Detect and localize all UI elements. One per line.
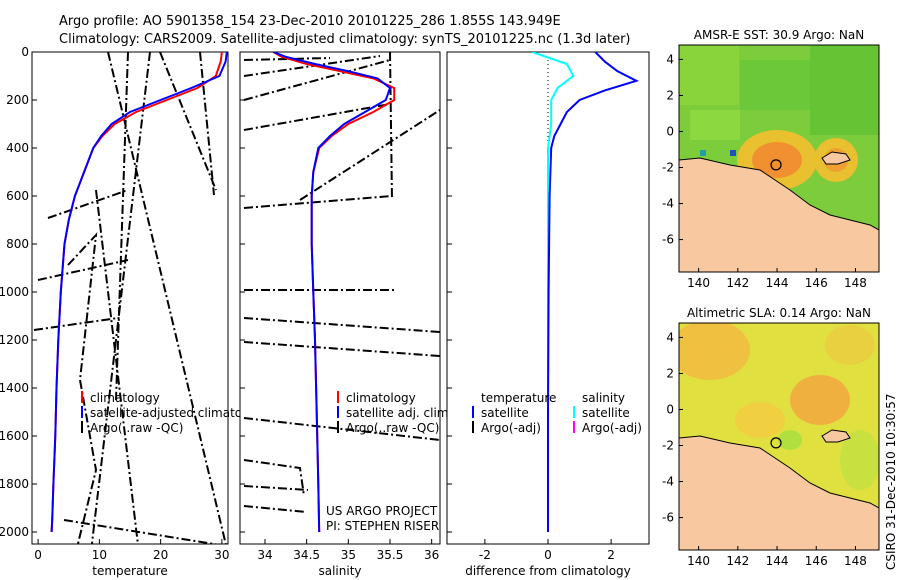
sla-argo-location-marker	[770, 437, 782, 449]
salinity-xtick-label: 34	[257, 548, 272, 562]
salinity-xlabel: salinity	[318, 564, 361, 578]
sla-map-frame	[678, 322, 880, 551]
sla-map-panel: Altimetric SLA: 0.14 Argo: NaN 140 142 144…	[662, 306, 880, 568]
sla-map-ytick-label: -6	[662, 511, 674, 525]
difference-legend: temperature salinity satellite Argo(-adj…	[472, 391, 642, 435]
difference-xtick-label: -2	[479, 548, 491, 562]
salinity-legend-satellite: satellite adj. clim.	[346, 406, 452, 420]
salinity-xtick-label: 35	[341, 548, 356, 562]
sla-map-xtick-label: 142	[726, 554, 749, 568]
salinity-axes-frame	[239, 51, 441, 545]
difference-temperature-satellite-line	[547, 52, 640, 532]
sla-map-ytick-label: 4	[666, 330, 674, 344]
temperature-argo-raw-lines	[33, 52, 227, 544]
depth-ytick-label: 600	[6, 189, 29, 203]
difference-xtick-label: 2	[607, 548, 615, 562]
sla-map-xtick-label: 146	[805, 554, 828, 568]
difference-legend-temperature-title: temperature	[481, 391, 556, 405]
sla-map-ytick-label: -2	[662, 439, 674, 453]
depth-ytick-label: 0	[21, 45, 29, 59]
salinity-xtick-label: 34.5	[293, 548, 320, 562]
depth-ytick-label: 1400	[0, 381, 29, 395]
sst-map-xtick-label: 142	[726, 276, 749, 290]
temperature-panel: 0 200 400 600 800 1000 1200 1400 1600 1800 2000 0 1…	[0, 45, 260, 578]
temperature-xtick-label: 30	[214, 548, 229, 562]
difference-legend-sal-argo: Argo(-adj)	[582, 421, 642, 435]
sst-map-ytick-label: -4	[662, 197, 674, 211]
difference-salinity-satellite-line	[531, 52, 575, 532]
pi-annotation: PI: STEPHEN RISER	[326, 519, 439, 533]
difference-legend-salinity-title: salinity	[582, 391, 625, 405]
temperature-legend-argo: Argo(..raw -QC)	[90, 421, 183, 435]
sla-map-xtick-label: 144	[766, 554, 789, 568]
temperature-xtick-label: 10	[92, 548, 107, 562]
difference-xtick-label: 0	[544, 548, 552, 562]
salinity-legend: climatology satellite adj. clim. Argo(..…	[337, 391, 452, 435]
sla-map-xtick-label: 140	[687, 554, 710, 568]
sst-map-ytick-label: 4	[666, 52, 674, 66]
sla-map-xtick-label: 148	[844, 554, 867, 568]
sla-map-ytick-label: 0	[666, 402, 674, 416]
difference-panel: -2 0 2 difference from climatology tempera…	[446, 51, 650, 578]
sla-map-image	[679, 323, 879, 550]
depth-ytick-label: 1600	[0, 429, 29, 443]
difference-xlabel: difference from climatology	[465, 564, 631, 578]
sst-map-xtick-label: 146	[805, 276, 828, 290]
sla-map-land	[679, 436, 879, 550]
depth-ytick-label: 400	[6, 141, 29, 155]
depth-ytick-label: 1800	[0, 477, 29, 491]
sla-map-ytick-label: 2	[666, 366, 674, 380]
sst-map-frame	[678, 44, 880, 273]
depth-ytick-label: 1000	[0, 285, 29, 299]
sst-map-land	[679, 158, 879, 272]
salinity-xtick-label: 36	[424, 548, 439, 562]
depth-ytick-label: 800	[6, 237, 29, 251]
salinity-xtick-label: 35.5	[377, 548, 404, 562]
temperature-satellite-line	[50, 52, 228, 533]
difference-legend-sal-satellite: satellite	[582, 406, 630, 420]
temperature-legend-satellite: satellite-adjusted climatolog	[90, 406, 260, 420]
sst-map-ytick-label: 0	[666, 124, 674, 138]
depth-ytick-label: 1200	[0, 333, 29, 347]
sst-map-ytick-label: -2	[662, 161, 674, 175]
csiro-timestamp-label: CSIRO 31-Dec-2010 10:30:57	[884, 393, 898, 570]
salinity-legend-argo: Argo(..raw -QC)	[346, 421, 439, 435]
temperature-xtick-label: 0	[34, 548, 42, 562]
sst-map-panel: AMSR-E SST: 30.9 Argo: NaN 140 142 144 146 1…	[662, 28, 880, 290]
temperature-xlabel: temperature	[92, 564, 167, 578]
sst-map-ytick-label: -6	[662, 233, 674, 247]
project-annotation: US ARGO PROJECT	[326, 504, 438, 518]
sst-map-title: AMSR-E SST: 30.9 Argo: NaN	[694, 28, 864, 42]
sst-argo-location-marker	[770, 159, 782, 171]
sla-map-title: Altimetric SLA: 0.14 Argo: NaN	[687, 306, 871, 320]
temperature-axes-frame	[31, 51, 229, 545]
sst-map-xtick-label: 144	[766, 276, 789, 290]
sst-map-xtick-label: 140	[687, 276, 710, 290]
difference-legend-temp-satellite: satellite	[481, 406, 529, 420]
temperature-legend: climatology satellite-adjusted climatolo…	[81, 391, 260, 435]
temperature-xtick-label: 20	[153, 548, 168, 562]
temperature-legend-climatology: climatology	[90, 391, 160, 405]
difference-legend-temp-argo: Argo(-adj)	[481, 421, 541, 435]
figure-title-line2: Climatology: CARS2009. Satellite-adjuste…	[59, 32, 631, 47]
depth-ytick-label: 200	[6, 93, 29, 107]
depth-ytick-label: 2000	[0, 525, 29, 539]
sst-map-ytick-label: 2	[666, 88, 674, 102]
salinity-satellite-line	[272, 52, 392, 533]
salinity-panel: 34 34.5 35 35.5 36 salinity climatology sate…	[239, 51, 452, 578]
sst-map-xtick-label: 148	[844, 276, 867, 290]
figure-title-line1: Argo profile: AO 5901358_154 23-Dec-2010…	[59, 14, 561, 29]
sla-map-ytick-label: -4	[662, 475, 674, 489]
salinity-legend-climatology: climatology	[346, 391, 416, 405]
sst-map-image	[679, 45, 879, 272]
